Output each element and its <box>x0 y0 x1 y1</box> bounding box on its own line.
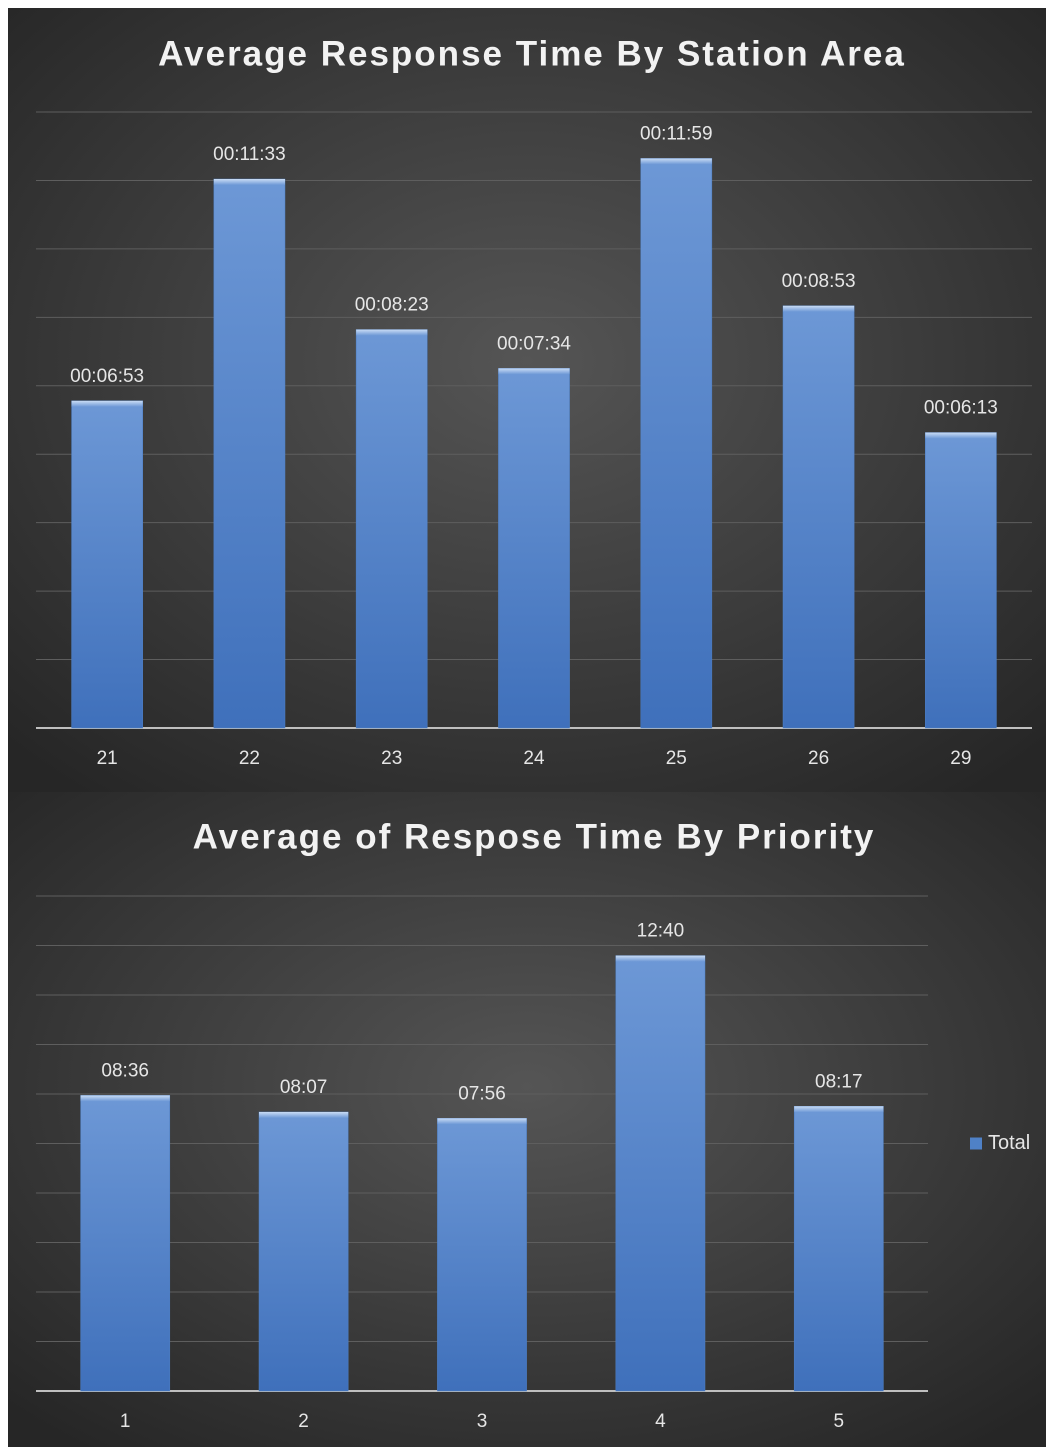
bar-cap <box>71 400 143 407</box>
bar <box>437 1118 527 1392</box>
legend-label: Total <box>988 1132 1030 1154</box>
chart-title: Average of Respose Time By Priority <box>193 817 876 856</box>
bar-cap <box>640 158 712 165</box>
x-tick-label: 22 <box>239 748 260 769</box>
x-tick-label: 26 <box>808 748 829 769</box>
x-tick-label: 2 <box>298 1411 309 1432</box>
bar <box>213 178 286 729</box>
data-label: 00:06:53 <box>70 366 144 387</box>
data-label: 12:40 <box>637 921 685 942</box>
data-label: 07:56 <box>458 1083 506 1104</box>
data-label: 00:06:13 <box>924 398 998 419</box>
bar <box>782 305 855 729</box>
data-label: 08:36 <box>101 1060 149 1081</box>
legend-swatch <box>970 1137 982 1150</box>
data-label: 08:17 <box>815 1071 863 1092</box>
data-label: 00:11:59 <box>640 123 713 144</box>
bar <box>640 158 713 729</box>
bar-cap <box>615 955 705 962</box>
x-tick-label: 23 <box>381 748 402 769</box>
x-tick-label: 21 <box>97 748 118 769</box>
bar-cap <box>356 329 428 336</box>
bar <box>793 1106 884 1392</box>
chart-title: Average Response Time By Station Area <box>158 34 906 73</box>
x-tick-label: 25 <box>666 748 687 769</box>
bar-cap <box>437 1118 527 1125</box>
bar <box>80 1095 171 1392</box>
data-label: 00:08:23 <box>355 295 429 316</box>
data-label: 08:07 <box>280 1077 328 1098</box>
bar <box>71 400 143 729</box>
x-tick-label: 3 <box>477 1411 488 1432</box>
bar <box>925 432 997 729</box>
data-label: 00:11:33 <box>213 144 286 165</box>
bar-cap <box>213 179 285 186</box>
bar-cap <box>925 432 997 439</box>
x-tick-label: 29 <box>950 748 971 769</box>
data-label: 00:07:34 <box>497 333 571 354</box>
bar-cap <box>259 1111 349 1118</box>
bar-cap <box>498 368 570 375</box>
x-tick-label: 5 <box>834 1411 845 1432</box>
bar <box>498 368 570 729</box>
bar-cap <box>794 1106 884 1113</box>
bar <box>258 1111 349 1392</box>
x-tick-label: 24 <box>523 748 545 769</box>
x-tick-label: 1 <box>120 1411 131 1432</box>
bar-cap <box>80 1095 170 1102</box>
bar <box>355 329 428 729</box>
bar <box>615 955 706 1392</box>
data-label: 00:08:53 <box>782 271 856 292</box>
bar-cap <box>783 305 855 312</box>
x-tick-label: 4 <box>655 1411 666 1432</box>
